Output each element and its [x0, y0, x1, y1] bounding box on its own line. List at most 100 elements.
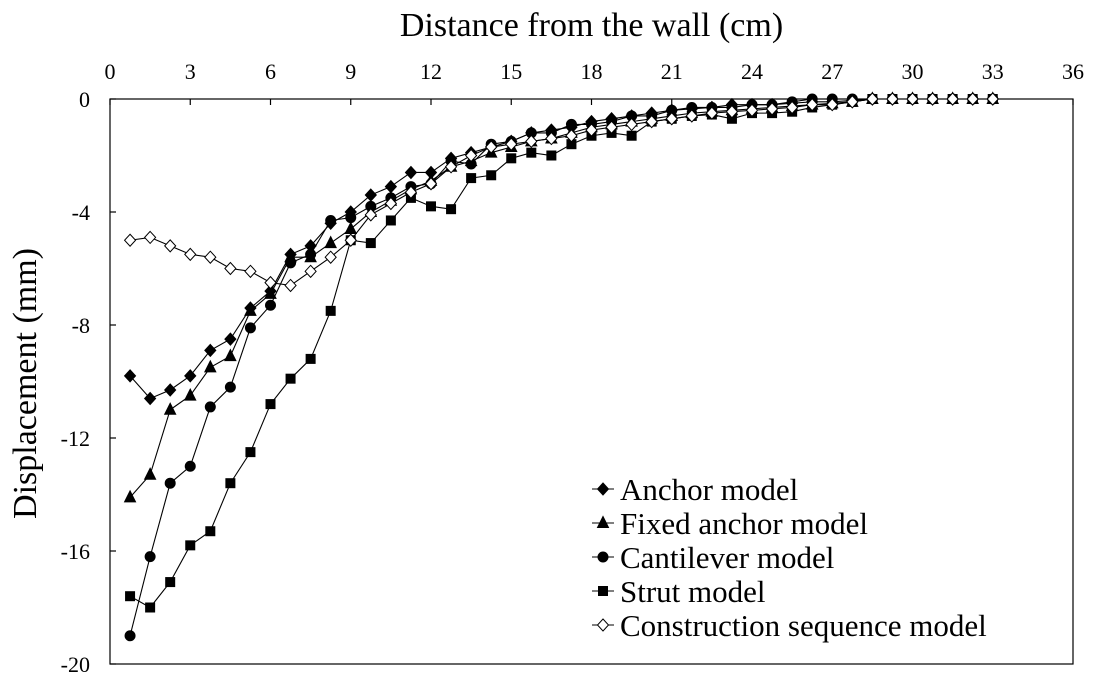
data-point [725, 104, 739, 119]
data-point [224, 348, 237, 362]
legend-item: Cantilever model [592, 540, 834, 575]
data-point [665, 112, 678, 126]
data-point [244, 264, 257, 279]
data-point [625, 117, 638, 132]
data-point [244, 303, 257, 316]
data-point [826, 97, 839, 112]
series-line [129, 98, 993, 400]
data-point [486, 170, 497, 181]
data-point [464, 148, 478, 163]
data-point [345, 212, 357, 224]
data-point [205, 526, 216, 537]
data-point [224, 381, 236, 393]
data-point [264, 286, 277, 299]
data-point [204, 401, 216, 413]
x-tick-label: 3 [185, 59, 196, 84]
data-point [365, 238, 376, 249]
data-point [565, 128, 578, 143]
data-point [466, 173, 477, 184]
data-point [245, 447, 256, 458]
data-point [225, 478, 236, 489]
data-point [505, 137, 518, 151]
y-axis-title: Displacement (mm) [7, 248, 44, 519]
data-point [806, 97, 819, 112]
legend-item: Strut model [592, 574, 766, 609]
data-point [285, 373, 296, 384]
x-tick-label: 12 [420, 59, 442, 84]
data-point [304, 264, 317, 279]
data-point [384, 179, 398, 194]
data-point [626, 130, 637, 141]
data-point [444, 160, 458, 174]
data-point [224, 332, 237, 346]
data-point [404, 185, 418, 199]
legend-marker [596, 515, 610, 528]
y-tick-label: -16 [61, 539, 90, 564]
data-point [325, 214, 337, 226]
x-tick-label: 15 [500, 59, 522, 84]
legend-label: Fixed anchor model [620, 506, 868, 541]
data-point [525, 134, 538, 149]
data-point [344, 221, 358, 234]
data-point [164, 477, 176, 489]
series-2 [124, 93, 999, 642]
x-tick-label: 24 [741, 59, 763, 84]
data-point [645, 114, 658, 129]
legend-marker [596, 618, 610, 632]
data-point [305, 248, 317, 260]
x-tick-label: 9 [345, 59, 356, 84]
legend-item: Construction sequence model [592, 608, 987, 643]
data-point [526, 147, 537, 158]
data-point [124, 630, 136, 642]
data-point [264, 275, 277, 290]
data-point [906, 92, 919, 106]
data-point [123, 489, 137, 503]
data-point [284, 278, 297, 293]
data-point [305, 353, 316, 364]
data-point [966, 92, 979, 106]
x-tick-label: 0 [105, 59, 116, 84]
plot-frame [109, 98, 1074, 665]
data-point [204, 359, 217, 373]
x-tick-labels: 0 3 6 9 12 15 18 21 24 27 30 33 36 [105, 59, 1085, 84]
data-point [285, 257, 297, 269]
data-point [165, 577, 176, 588]
data-point [123, 233, 137, 247]
data-point [385, 215, 396, 226]
y-tick-label: 0 [79, 87, 90, 112]
y-tick-label: -4 [72, 200, 90, 225]
data-point [426, 201, 436, 212]
data-point [765, 102, 779, 116]
data-point [244, 322, 256, 334]
data-point [745, 103, 759, 118]
legend-label: Cantilever model [620, 540, 834, 575]
data-point [265, 299, 276, 311]
data-point [224, 261, 237, 276]
legend-item: Fixed anchor model [592, 506, 868, 541]
y-tick-labels: 0 -4 -8 -12 -16 -20 [61, 87, 90, 677]
data-point [324, 235, 337, 249]
data-point [204, 250, 217, 264]
series-4 [123, 92, 999, 293]
data-point [946, 92, 959, 106]
data-point [404, 165, 418, 180]
data-point [324, 250, 337, 264]
y-tick-label: -20 [61, 652, 90, 677]
data-point [384, 196, 398, 211]
legend-label: Strut model [620, 574, 766, 609]
data-point [446, 204, 457, 215]
x-tick-label: 21 [661, 59, 683, 84]
data-point [565, 118, 577, 130]
data-point [183, 388, 197, 401]
data-point [144, 551, 156, 563]
data-point [986, 92, 999, 106]
series-line [129, 98, 993, 498]
data-point [364, 208, 377, 222]
data-point [143, 467, 157, 480]
data-point [585, 123, 598, 137]
data-point [184, 369, 197, 383]
data-point [185, 540, 196, 551]
data-point [506, 153, 517, 164]
x-tick-label: 27 [821, 59, 843, 84]
legend-marker [596, 482, 610, 496]
